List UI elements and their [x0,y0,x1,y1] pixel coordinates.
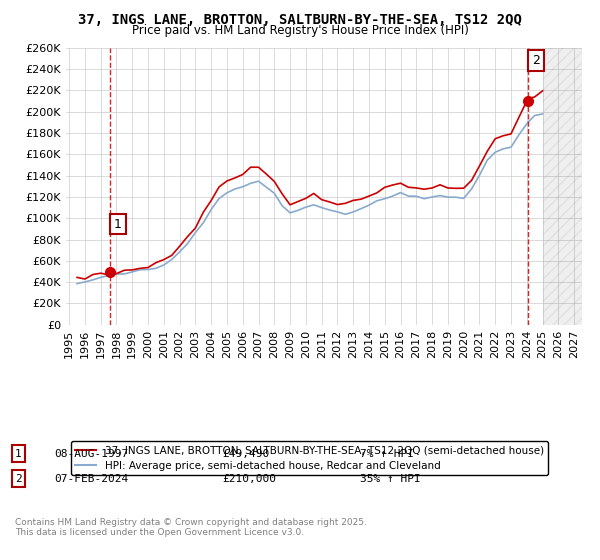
Text: Price paid vs. HM Land Registry's House Price Index (HPI): Price paid vs. HM Land Registry's House … [131,24,469,37]
Text: 7% ↑ HPI: 7% ↑ HPI [360,449,414,459]
Text: 07-FEB-2024: 07-FEB-2024 [54,474,128,484]
Text: 1: 1 [15,449,22,459]
Text: 35% ↑ HPI: 35% ↑ HPI [360,474,421,484]
Text: 08-AUG-1997: 08-AUG-1997 [54,449,128,459]
Bar [542,48,582,325]
Text: 37, INGS LANE, BROTTON, SALTBURN-BY-THE-SEA, TS12 2QQ: 37, INGS LANE, BROTTON, SALTBURN-BY-THE-… [78,13,522,27]
Text: 2: 2 [15,474,22,484]
Text: Contains HM Land Registry data © Crown copyright and database right 2025.
This d: Contains HM Land Registry data © Crown c… [15,518,367,538]
Text: £49,490: £49,490 [222,449,269,459]
Text: 2: 2 [532,54,540,67]
Legend: 37, INGS LANE, BROTTON, SALTBURN-BY-THE-SEA, TS12 2QQ (semi-detached house), HPI: 37, INGS LANE, BROTTON, SALTBURN-BY-THE-… [71,441,548,475]
Text: £210,000: £210,000 [222,474,276,484]
Text: 1: 1 [114,217,122,231]
